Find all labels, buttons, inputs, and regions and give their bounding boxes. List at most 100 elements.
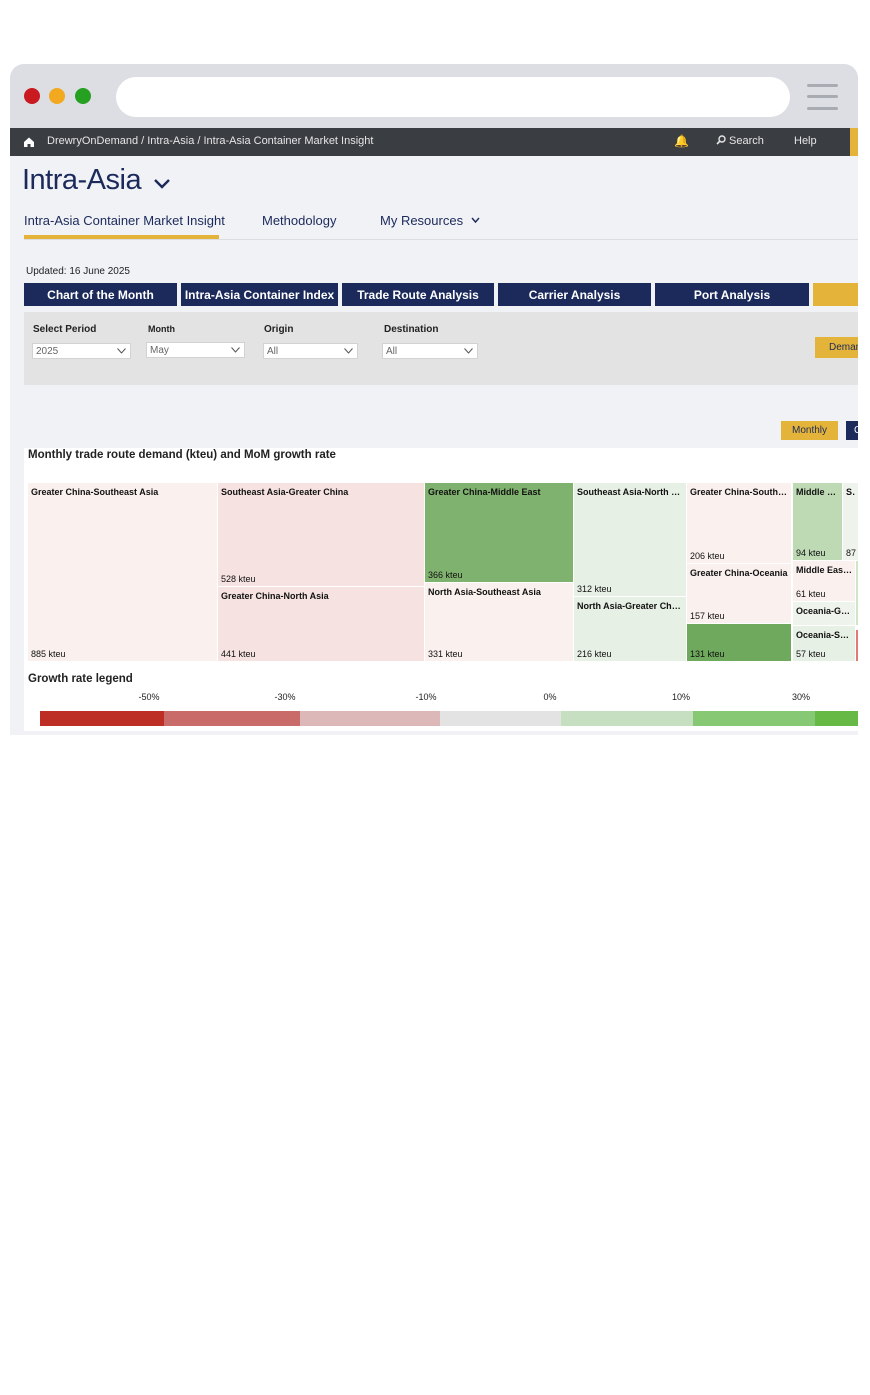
tile-value: 206 kteu (690, 551, 725, 561)
destination-value: All (386, 346, 398, 357)
search-label: Search (729, 135, 764, 147)
search-link[interactable]: Search (716, 135, 764, 147)
treemap-tile[interactable]: Greater China-North Asia 441 kteu (218, 587, 424, 661)
origin-value: All (267, 346, 279, 357)
tile-name: Oceania-G… (796, 606, 851, 616)
tile-name: North Asia-Southeast Asia (428, 587, 541, 597)
chart-title: Monthly trade route demand (kteu) and Mo… (28, 449, 336, 461)
demand-button[interactable]: Demand (815, 337, 858, 358)
chevron-down-icon (471, 217, 480, 224)
chevron-down-icon (464, 348, 473, 354)
origin-select[interactable]: All (263, 343, 358, 359)
tile-value: 157 kteu (690, 611, 725, 621)
tile-name: Greater China-Southeast Asia (31, 487, 159, 497)
treemap-tile[interactable]: Greater China-South … 206 kteu (687, 483, 791, 563)
treemap-tile[interactable]: North Asia-Southeast Asia 331 kteu (425, 583, 573, 661)
cumulative-toggle-button[interactable]: Cumulative (846, 421, 858, 440)
treemap-tile[interactable]: Middle … 94 kteu (793, 483, 842, 560)
tile-value: 885 kteu (31, 649, 66, 659)
tile-value: 331 kteu (428, 649, 463, 659)
treemap-tile[interactable]: Oceania-S… 57 kteu (793, 626, 855, 661)
legend-color-segment (164, 711, 300, 726)
nav-accent-button[interactable] (850, 128, 858, 156)
treemap-tile[interactable]: North Asia-Greater Chi… 216 kteu (574, 597, 686, 661)
monthly-toggle-button[interactable]: Monthly (781, 421, 838, 440)
tile-name: Southeast Asia-Greater China (221, 487, 349, 497)
legend-title: Growth rate legend (28, 673, 133, 685)
tile-value: 57 kteu (796, 649, 826, 659)
bell-icon[interactable]: 🔔 (674, 134, 689, 148)
chevron-down-icon (344, 348, 353, 354)
legend-tick-label: -30% (274, 692, 296, 702)
tile-value: 87 (846, 548, 857, 558)
tab-methodology[interactable]: Methodology (262, 213, 337, 228)
home-icon[interactable] (22, 135, 36, 149)
filter-panel: Select Period 2025 Month May Origin All … (24, 312, 858, 385)
treemap-tile[interactable]: So 87 (843, 483, 858, 560)
legend-color-segment (815, 711, 858, 726)
month-select[interactable]: May (146, 342, 245, 358)
treemap-tile[interactable]: Greater China-Oceania 157 kteu (687, 564, 791, 623)
help-link[interactable]: Help (794, 135, 817, 147)
browser-titlebar (10, 64, 858, 128)
section-more-button[interactable] (813, 283, 858, 306)
chevron-down-icon (117, 348, 126, 354)
period-select[interactable]: 2025 (32, 343, 131, 359)
origin-label: Origin (264, 324, 294, 335)
search-icon (716, 135, 726, 145)
treemap-tile[interactable]: Southeast Asia-Greater China 528 kteu (218, 483, 424, 586)
close-window-button[interactable] (24, 88, 40, 104)
destination-select[interactable]: All (382, 343, 478, 359)
legend-color-segment (300, 711, 440, 726)
chevron-down-icon[interactable] (153, 178, 171, 190)
tab-my-resources[interactable]: My Resources (380, 213, 480, 228)
destination-label: Destination (384, 324, 439, 335)
minimize-window-button[interactable] (49, 88, 65, 104)
treemap-tile[interactable]: 131 kteu (687, 624, 791, 661)
chevron-down-icon (231, 347, 240, 353)
tile-value: 94 kteu (796, 548, 826, 558)
tile-value: 366 kteu (428, 570, 463, 580)
treemap-tile[interactable]: Middle Eas… 61 kteu (793, 561, 855, 601)
legend-color-segment (561, 711, 693, 726)
maximize-window-button[interactable] (75, 88, 91, 104)
browser-window: DrewryOnDemand / Intra-Asia / Intra-Asia… (10, 64, 858, 735)
updated-date: Updated: 16 June 2025 (26, 266, 130, 277)
tile-value: 216 kteu (577, 649, 612, 659)
page-title: Intra-Asia (22, 164, 142, 196)
treemap-tile[interactable]: Southeast Asia-North … 312 kteu (574, 483, 686, 596)
tab-divider (24, 239, 858, 240)
address-bar[interactable] (116, 77, 790, 117)
treemap-tile-fragment (856, 561, 858, 625)
treemap-tile[interactable]: Oceania-G… (793, 602, 855, 625)
legend-tick-label: -50% (138, 692, 160, 702)
tile-value: 131 kteu (690, 649, 725, 659)
active-tab-indicator (24, 235, 219, 239)
top-navigation-bar: DrewryOnDemand / Intra-Asia / Intra-Asia… (10, 128, 858, 156)
tile-name: Greater China-North Asia (221, 591, 329, 601)
tile-value: 312 kteu (577, 584, 612, 594)
period-label: Select Period (33, 324, 97, 335)
tile-name: Middle … (796, 487, 836, 497)
month-label: Month (148, 324, 175, 334)
breadcrumb[interactable]: DrewryOnDemand / Intra-Asia / Intra-Asia… (47, 135, 374, 147)
section-chart-of-the-month[interactable]: Chart of the Month (24, 283, 177, 306)
treemap-tile[interactable]: Greater China-Southeast Asia 885 kteu (28, 483, 217, 661)
legend-tick-label: 0% (543, 692, 557, 702)
hamburger-menu-icon[interactable] (807, 82, 838, 112)
section-trade-route-analysis[interactable]: Trade Route Analysis (342, 283, 494, 306)
treemap-tile[interactable]: Greater China-Middle East 366 kteu (425, 483, 573, 582)
period-value: 2025 (36, 346, 59, 357)
tile-value: 441 kteu (221, 649, 256, 659)
section-carrier-analysis[interactable]: Carrier Analysis (498, 283, 651, 306)
section-intra-asia-container-index[interactable]: Intra-Asia Container Index (181, 283, 338, 306)
legend-tick-label: 10% (671, 692, 691, 702)
month-value: May (150, 345, 169, 356)
section-port-analysis[interactable]: Port Analysis (655, 283, 809, 306)
tile-name: Middle Eas… (796, 565, 852, 575)
tile-name: Greater China-Oceania (690, 568, 788, 578)
treemap-tile-fragment (856, 630, 858, 661)
tile-name: Greater China-South … (690, 487, 788, 497)
tile-name: North Asia-Greater Chi… (577, 601, 683, 611)
tab-market-insight[interactable]: Intra-Asia Container Market Insight (24, 213, 225, 228)
